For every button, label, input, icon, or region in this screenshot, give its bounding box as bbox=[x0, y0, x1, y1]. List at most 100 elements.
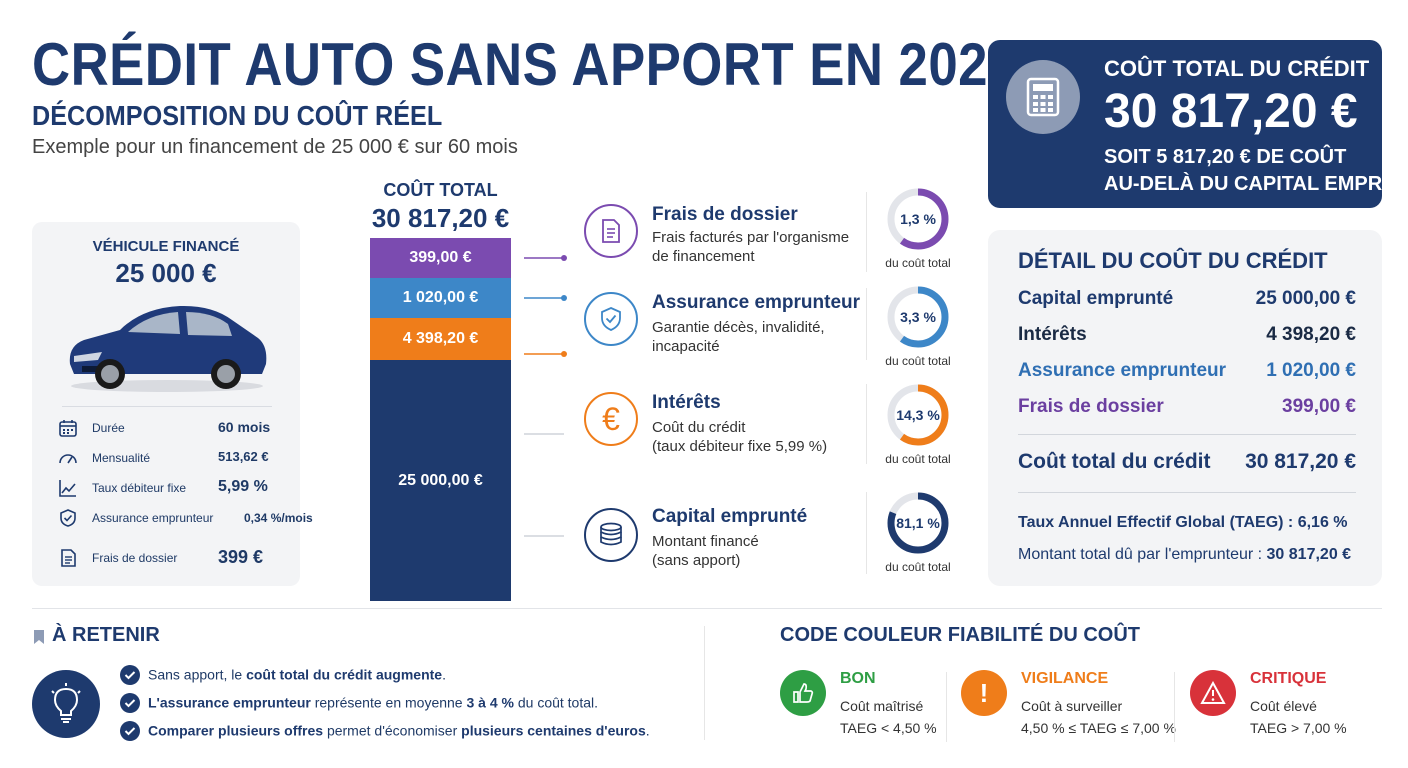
detail-row-label: Frais de dossier bbox=[1018, 396, 1164, 417]
total-cost-note: SOIT 5 817,20 € DE COÛT AU-DELÀ DU CAPIT… bbox=[1104, 144, 1408, 198]
bar-segment: 399,00 € bbox=[370, 238, 511, 278]
vehicle-row-value: 513,62 € bbox=[218, 449, 269, 464]
vehicle-row-label: Mensualité bbox=[92, 451, 151, 465]
vehicle-value: 25 000 € bbox=[115, 258, 217, 288]
detail-total-value: 30 817,20 € bbox=[1245, 450, 1356, 473]
component-desc: Montant financé (sans apport) bbox=[652, 532, 759, 570]
amount-due-label: Montant total dû par l'emprunteur : bbox=[1018, 546, 1267, 563]
retenir-bullet: Comparer plusieurs offres permet d'écono… bbox=[120, 721, 650, 742]
vehicle-row-label: Frais de dossier bbox=[92, 551, 178, 565]
component-interest: € Intérêts Coût du crédit (taux débiteur … bbox=[584, 392, 864, 462]
code-name: CRITIQUE bbox=[1250, 670, 1327, 687]
retenir-title: À RETENIR bbox=[52, 624, 160, 646]
exclamation-icon: ! bbox=[961, 670, 1007, 716]
bar-segment: 4 398,20 € bbox=[370, 318, 511, 361]
bar-segment-label: 1 020,00 € bbox=[402, 289, 479, 306]
component-title: Intérêts bbox=[652, 392, 721, 413]
bar-segment-label: 25 000,00 € bbox=[398, 471, 483, 489]
detail-divider bbox=[1018, 492, 1356, 493]
percent-donut: 14,3 % du coût total bbox=[873, 382, 963, 466]
detail-total-label: Coût total du crédit bbox=[1018, 450, 1211, 473]
connector-interest-dot bbox=[561, 351, 567, 357]
connector-insurance-dot bbox=[561, 295, 567, 301]
vehicle-row-value: 399 € bbox=[218, 547, 264, 567]
donut-arc bbox=[887, 286, 949, 348]
donut-percent: 14,3 % bbox=[896, 407, 940, 423]
total-cost-note-line1: SOIT 5 817,20 € DE COÛT bbox=[1104, 146, 1347, 168]
donut-chart: 81,1 % bbox=[887, 492, 949, 554]
page-title: CRÉDIT AUTO SANS APPORT EN 2026 bbox=[32, 31, 1018, 98]
donut-percent: 81,1 % bbox=[896, 515, 940, 531]
bullet-text: du coût total. bbox=[513, 694, 599, 711]
code-title: CODE COULEUR FIABILITÉ DU COÛT bbox=[780, 624, 1140, 646]
detail-row-interest: Intérêts 4 398,20 € bbox=[1018, 324, 1356, 346]
detail-row-value: 4 398,20 € bbox=[1266, 324, 1356, 345]
bullet-text: Sans apport, le bbox=[148, 666, 247, 683]
percent-donut: 81,1 % du coût total bbox=[873, 490, 963, 574]
vehicle-label: VÉHICULE FINANCÉ bbox=[92, 238, 240, 255]
bullet-text: . bbox=[442, 666, 446, 683]
donut-arc bbox=[887, 492, 949, 554]
component-title: Capital emprunté bbox=[652, 506, 808, 527]
vehicle-row-value: 0,34 %/mois bbox=[244, 511, 313, 525]
component-desc: Coût du crédit (taux débiteur fixe 5,99 %… bbox=[652, 418, 827, 456]
coins-icon bbox=[584, 508, 638, 562]
component-capital: Capital emprunté Montant financé (sans ap… bbox=[584, 506, 864, 578]
check-icon bbox=[120, 665, 140, 685]
component-desc-line2: de financement bbox=[652, 248, 755, 265]
shield-icon bbox=[584, 292, 638, 346]
page-subtitle: DÉCOMPOSITION DU COÛT RÉEL bbox=[32, 100, 443, 131]
code-name: VIGILANCE bbox=[1021, 670, 1109, 687]
detail-row-insurance: Assurance emprunteur 1 020,00 € bbox=[1018, 360, 1356, 382]
detail-row-label: Assurance emprunteur bbox=[1018, 360, 1227, 381]
gauge-icon bbox=[59, 454, 77, 464]
detail-row-label: Intérêts bbox=[1018, 324, 1087, 345]
total-cost-label: COÛT TOTAL DU CRÉDIT bbox=[1104, 56, 1370, 81]
bar-title-line1: COÛT TOTAL bbox=[383, 180, 498, 200]
check-icon bbox=[120, 721, 140, 741]
vehicle-row-value: 60 mois bbox=[218, 419, 271, 435]
component-desc-line2: incapacité bbox=[652, 338, 720, 355]
warning-icon bbox=[1190, 670, 1236, 716]
component-desc: Garantie décès, invalidité, incapacité bbox=[652, 318, 825, 356]
component-title: Assurance emprunteur bbox=[652, 292, 861, 313]
document-icon bbox=[61, 549, 76, 567]
check-icon bbox=[120, 693, 140, 713]
vehicle-row-duration: Durée 60 mois bbox=[58, 418, 294, 440]
code-line2: TAEG < 4,50 % bbox=[840, 720, 937, 736]
code-critical: CRITIQUE Coût élevé TAEG > 7,00 % bbox=[1190, 670, 1380, 746]
donut-arc bbox=[887, 384, 949, 446]
component-title: Frais de dossier bbox=[652, 204, 798, 225]
donut-caption: du coût total bbox=[885, 354, 951, 368]
detail-total-row: Coût total du crédit 30 817,20 € bbox=[1018, 450, 1356, 474]
code-line2: TAEG > 7,00 % bbox=[1250, 720, 1347, 736]
separator bbox=[866, 492, 867, 574]
bullet-bold: plusieurs centaines d'euros bbox=[461, 722, 646, 739]
amount-due-value: 30 817,20 € bbox=[1266, 546, 1352, 563]
bullet-bold: 3 à 4 % bbox=[466, 694, 514, 711]
vehicle-row-label: Durée bbox=[92, 421, 125, 435]
component-desc-line1: Coût du crédit bbox=[652, 419, 746, 436]
donut-arc bbox=[887, 188, 949, 250]
vehicle-row-label: Assurance emprunteur bbox=[92, 511, 214, 525]
detail-divider bbox=[1018, 434, 1356, 435]
calculator-icon bbox=[1006, 60, 1080, 134]
vehicle-row-value: 5,99 % bbox=[218, 478, 268, 495]
bar-segment: 1 020,00 € bbox=[370, 278, 511, 318]
component-insurance: Assurance emprunteur Garantie décès, inv… bbox=[584, 292, 864, 362]
bar-segment: 25 000,00 € bbox=[370, 360, 511, 601]
total-cost-box: COÛT TOTAL DU CRÉDIT 30 817,20 € SOIT 5 … bbox=[988, 40, 1408, 208]
code-vigilance: ! VIGILANCE Coût à surveiller 4,50 % ≤ T… bbox=[961, 670, 1176, 746]
retenir-bullet: L'assurance emprunteur représente en moy… bbox=[120, 693, 599, 714]
separator bbox=[866, 288, 867, 360]
separator bbox=[866, 384, 867, 464]
separator bbox=[946, 672, 947, 742]
separator bbox=[866, 192, 867, 272]
car-image bbox=[69, 305, 267, 392]
detail-row-value: 1 020,00 € bbox=[1266, 360, 1356, 381]
code-line1: Coût à surveiller bbox=[1021, 698, 1123, 714]
connector-fees-dot bbox=[561, 255, 567, 261]
percent-donut: 3,3 % du coût total bbox=[873, 284, 963, 368]
code-good: BON Coût maîtrisé TAEG < 4,50 % bbox=[780, 670, 950, 746]
retenir-bullet: Sans apport, le coût total du crédit aug… bbox=[120, 665, 446, 686]
